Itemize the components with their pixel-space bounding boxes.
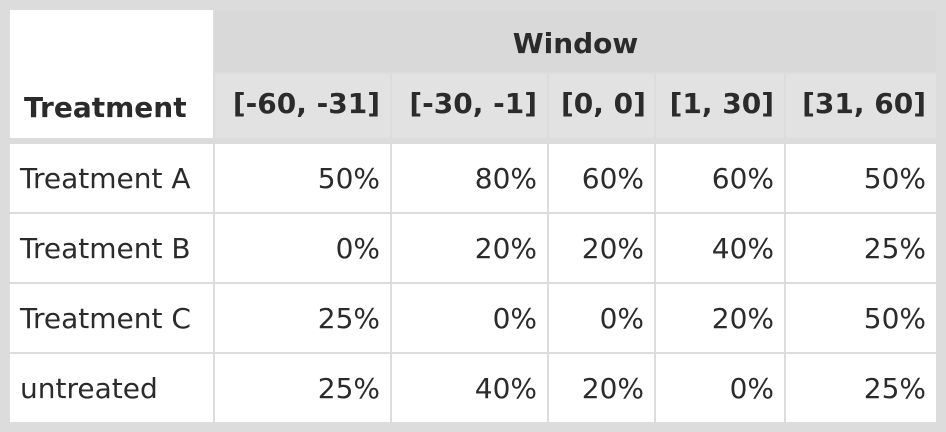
table-cell: 20% — [547, 212, 656, 284]
treatment-window-table: Treatment Window [-60, -31] [-30, -1] [0… — [8, 8, 938, 424]
table-cell: 40% — [654, 212, 786, 284]
table-cell: 0% — [390, 282, 549, 354]
table-cell: 25% — [784, 352, 938, 424]
column-header: [0, 0] — [547, 72, 656, 142]
table-row: Treatment A 50% 80% 60% 60% 50% — [8, 138, 938, 214]
row-name: untreated — [8, 352, 215, 424]
column-header: [31, 60] — [784, 72, 938, 142]
table-row: Treatment B 0% 20% 20% 40% 25% — [8, 212, 938, 284]
table-cell: 60% — [547, 138, 656, 214]
table-frame: Treatment Window [-60, -31] [-30, -1] [0… — [4, 4, 940, 426]
table-cell: 60% — [654, 138, 786, 214]
row-name: Treatment C — [8, 282, 215, 354]
table-cell: 50% — [213, 138, 392, 214]
column-header: [1, 30] — [654, 72, 786, 142]
table-cell: 25% — [213, 352, 392, 424]
row-header-treatment: Treatment — [8, 8, 215, 142]
table-cell: 20% — [654, 282, 786, 354]
row-name: Treatment A — [8, 138, 215, 214]
table-cell: 40% — [390, 352, 549, 424]
table-row: untreated 25% 40% 20% 0% 25% — [8, 352, 938, 424]
table-cell: 0% — [547, 282, 656, 354]
table-cell: 0% — [213, 212, 392, 284]
column-header: [-60, -31] — [213, 72, 392, 142]
table-cell: 80% — [390, 138, 549, 214]
column-header: [-30, -1] — [390, 72, 549, 142]
table-cell: 20% — [547, 352, 656, 424]
table-cell: 25% — [784, 212, 938, 284]
row-name: Treatment B — [8, 212, 215, 284]
table-cell: 20% — [390, 212, 549, 284]
group-header-window: Window — [213, 8, 938, 74]
table-cell: 50% — [784, 138, 938, 214]
table-row: Treatment C 25% 0% 0% 20% 50% — [8, 282, 938, 354]
table-cell: 50% — [784, 282, 938, 354]
table-cell: 25% — [213, 282, 392, 354]
table-cell: 0% — [654, 352, 786, 424]
